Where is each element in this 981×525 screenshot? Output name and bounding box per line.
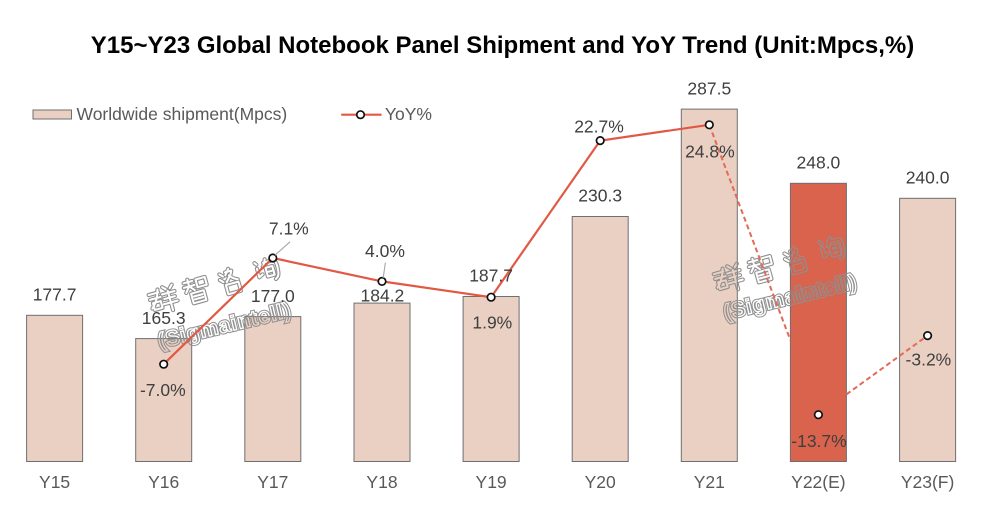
svg-text:1.9%: 1.9% xyxy=(472,313,512,333)
svg-text:177.7: 177.7 xyxy=(33,285,77,305)
svg-text:24.8%: 24.8% xyxy=(685,141,735,161)
svg-text:Y15~Y23 Global Notebook Panel: Y15~Y23 Global Notebook Panel Shipment a… xyxy=(91,32,915,59)
svg-text:287.5: 287.5 xyxy=(687,78,731,98)
svg-text:240.0: 240.0 xyxy=(906,168,950,188)
svg-text:187.7: 187.7 xyxy=(469,266,513,286)
svg-text:4.0%: 4.0% xyxy=(365,241,405,261)
svg-text:165.3: 165.3 xyxy=(142,308,186,328)
svg-text:Y21: Y21 xyxy=(694,472,725,492)
svg-text:Y15: Y15 xyxy=(39,472,70,492)
svg-text:-3.2%: -3.2% xyxy=(906,349,952,369)
svg-text:Y16: Y16 xyxy=(148,472,179,492)
svg-text:Y20: Y20 xyxy=(585,472,616,492)
svg-text:184.2: 184.2 xyxy=(361,285,405,305)
svg-text:Y22(E): Y22(E) xyxy=(791,472,845,492)
svg-text:230.3: 230.3 xyxy=(578,186,622,206)
svg-text:22.7%: 22.7% xyxy=(574,117,624,137)
svg-text:248.0: 248.0 xyxy=(797,153,841,173)
svg-text:177.0: 177.0 xyxy=(251,286,295,306)
svg-text:Y17: Y17 xyxy=(257,472,288,492)
svg-text:-13.7%: -13.7% xyxy=(791,431,846,451)
svg-text:Worldwide shipment(Mpcs): Worldwide shipment(Mpcs) xyxy=(77,104,288,124)
svg-text:YoY%: YoY% xyxy=(385,104,432,124)
svg-text:Y19: Y19 xyxy=(476,472,507,492)
svg-text:Y23(F): Y23(F) xyxy=(901,472,954,492)
svg-text:-7.0%: -7.0% xyxy=(140,380,186,400)
svg-text:Y18: Y18 xyxy=(366,472,397,492)
svg-text:7.1%: 7.1% xyxy=(269,219,309,239)
